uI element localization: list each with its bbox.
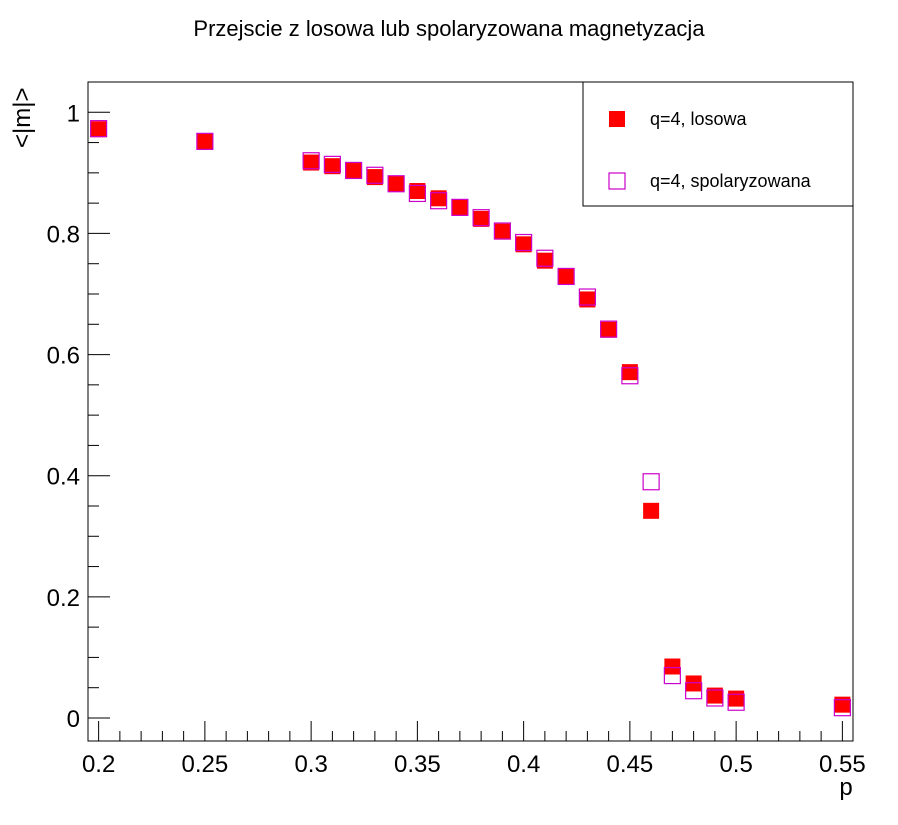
data-point [706, 689, 724, 707]
data-point [472, 209, 490, 227]
data-point [515, 233, 533, 252]
y-tick-label: 0.6 [47, 343, 80, 370]
data-point [90, 120, 108, 138]
data-point [387, 175, 405, 193]
data-point [409, 183, 426, 200]
data-point [685, 682, 703, 700]
y-tick-label: 0.8 [47, 221, 80, 248]
data-point [642, 473, 660, 491]
legend-marker [608, 172, 626, 190]
data-point [451, 199, 468, 216]
data-point [366, 169, 383, 186]
data-point [536, 249, 554, 267]
data-point [643, 502, 660, 519]
data-point [451, 198, 469, 216]
data-point [834, 696, 851, 713]
data-point [685, 675, 702, 692]
data-point [833, 699, 851, 717]
data-point [408, 184, 426, 203]
data-point [728, 690, 745, 707]
series-2 [90, 120, 851, 717]
data-point [196, 133, 213, 150]
y-axis-label: <|m|> [9, 88, 36, 149]
data-point [493, 222, 511, 240]
data-point [621, 364, 638, 381]
data-point [430, 192, 448, 210]
chart-title: Przejscie z losowa lub spolaryzowana mag… [193, 16, 705, 41]
data-point [366, 166, 384, 184]
x-tick-label: 0.2 [82, 751, 115, 778]
axis-ticks [88, 111, 843, 741]
data-point [706, 687, 723, 704]
plot-frame [87, 81, 854, 742]
x-tick-label: 0.45 [607, 751, 654, 778]
x-tick-label: 0.35 [394, 751, 441, 778]
data-point [430, 190, 447, 207]
x-tick-label: 0.3 [294, 751, 327, 778]
data-point [727, 693, 745, 711]
data-point [303, 154, 320, 171]
x-tick-label: 0.4 [507, 751, 540, 778]
data-point [388, 175, 405, 192]
data-point [302, 152, 320, 170]
data-point [196, 132, 214, 150]
legend: q=4, losowa q=4, spolaryzowana [582, 81, 854, 207]
data-point [345, 161, 363, 180]
data-point [558, 268, 575, 285]
plot-area-border [87, 81, 854, 742]
data-points [90, 120, 851, 717]
x-tick-label: 0.55 [819, 751, 866, 778]
x-axis-label: p [839, 774, 852, 801]
y-tick-label: 0.4 [47, 464, 80, 491]
data-point [579, 291, 596, 308]
series-1 [90, 121, 851, 713]
data-point [600, 321, 617, 338]
data-point [515, 236, 532, 253]
data-point [557, 267, 575, 286]
data-point [536, 252, 553, 269]
data-point [663, 666, 681, 685]
legend-label: q=4, spolaryzowana [650, 171, 812, 191]
data-point [345, 163, 362, 180]
y-tick-label: 0.2 [47, 585, 80, 612]
data-point [621, 367, 639, 385]
legend-box [582, 81, 854, 207]
tick-labels: 0.2 0.25 0.3 0.35 0.4 0.45 0.5 0.5500.20.40.60.… [47, 100, 866, 778]
data-point [473, 210, 490, 227]
y-tick-label: 0 [67, 706, 80, 733]
data-point [664, 658, 681, 675]
y-tick-label: 1 [67, 100, 80, 127]
data-point [323, 155, 341, 173]
legend-marker [609, 111, 625, 127]
data-point [324, 158, 341, 175]
x-tick-label: 0.25 [182, 751, 229, 778]
x-tick-label: 0.5 [719, 751, 752, 778]
data-point [90, 121, 107, 138]
data-point [600, 320, 618, 338]
data-point [494, 223, 511, 240]
data-point [578, 288, 596, 306]
legend-label: q=4, losowa [650, 109, 748, 129]
